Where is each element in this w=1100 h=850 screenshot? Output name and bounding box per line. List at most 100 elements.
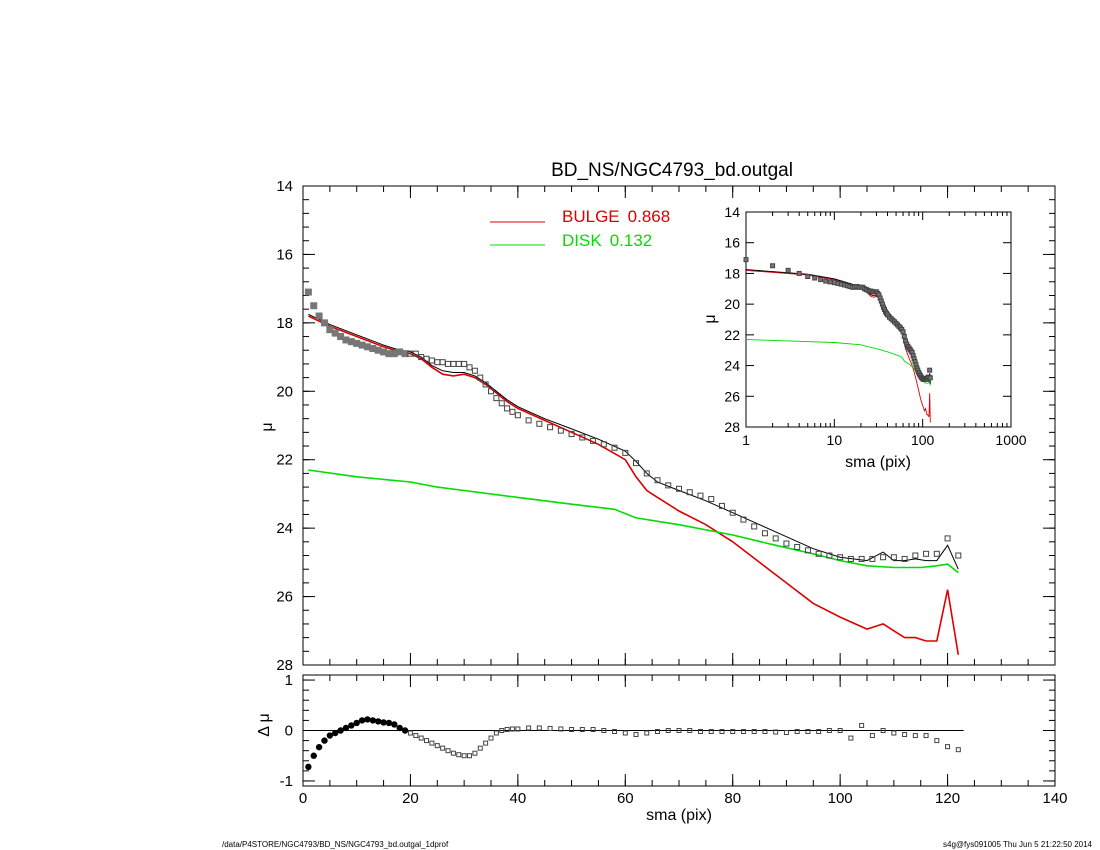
residual-point [440,745,446,751]
residual-point [633,732,639,738]
data-point [590,437,597,444]
residual-y-axis-label: Δ μ [256,713,273,736]
data-point [488,388,494,395]
data-point [761,530,768,537]
data-point [901,555,908,562]
main-series-group [304,288,962,655]
data-point [600,441,607,448]
data-point [320,319,328,327]
data-point [751,523,758,530]
residual-y-tick-label: -1 [280,773,293,790]
data-point [385,350,393,358]
residual-point [730,729,736,735]
inset-data-point [927,367,933,373]
residual-point [558,726,564,732]
series-line-disk [308,469,959,574]
data-point [358,341,366,349]
residual-x-tick-label: 120 [935,790,960,807]
residual-point [697,729,703,735]
legend-label-bulge: BULGE 0.868 [562,207,670,226]
inset-y-tick-label: 16 [724,235,740,251]
inset-data-point [818,277,824,283]
residual-point [353,719,360,727]
residual-point [418,735,424,741]
data-point [665,482,672,489]
inset-y-tick-label: 20 [724,296,740,312]
residual-point [391,721,398,728]
data-point [347,338,355,346]
data-point [611,444,618,451]
residual-point [358,717,366,724]
residual-point [665,728,671,733]
residual-point [369,717,377,724]
data-point [482,381,489,388]
data-point [869,555,876,562]
data-point [412,350,419,357]
data-point [477,374,484,381]
residual-point [837,728,843,733]
residual-y-tick-label: 1 [285,672,293,689]
main-y-tick-label: 18 [276,315,293,332]
residual-point [375,718,382,725]
residual-point [450,750,456,756]
residual-point [509,726,515,732]
data-point [331,329,339,337]
residual-point [488,735,494,741]
data-point [390,350,398,358]
residual-point [644,730,650,736]
residual-point [445,748,451,754]
residual-point [526,725,532,731]
series-line-total [308,313,959,570]
residual-x-tick-label: 20 [402,790,419,807]
residual-point [310,752,317,759]
residual-point [826,728,832,733]
residual-point [467,753,473,759]
residual-point [456,752,462,758]
data-point [380,348,388,356]
residual-point [504,726,510,732]
main-axis-ticks: 14 16 18 20 22 24 26 28 [276,178,1056,674]
inset-x-tick-label: 100 [911,432,935,448]
data-point [498,400,505,407]
residual-point [477,745,483,751]
residual-point [805,729,811,735]
data-point [445,360,452,367]
residual-point [955,747,961,753]
residual-point [396,724,403,732]
inset-data-point [901,333,907,339]
inset-x-axis-label: sma (pix) [845,454,911,471]
data-point [315,312,323,320]
residual-point [622,730,628,736]
data-point [923,550,930,557]
main-panel: 14 16 18 20 22 24 26 28 μ BULGE 0.868 DISK 0.132 [259,178,1056,674]
residual-point [655,729,661,735]
data-point [708,496,715,503]
residual-point [461,753,467,759]
inset-x-tick-label: 1 [742,432,750,448]
inset-plot-frame [745,211,1012,428]
data-point [466,364,473,371]
main-y-tick-label: 26 [276,589,293,606]
data-point [676,485,682,492]
data-point [740,516,747,523]
data-point [643,470,650,477]
residual-point [515,726,521,732]
residual-point [934,738,940,744]
residual-point [407,730,413,736]
data-point [933,550,940,557]
data-point [847,555,854,562]
residual-x-tick-label: 40 [510,790,527,807]
residual-point [413,733,419,739]
main-legend: BULGE 0.868 DISK 0.132 [490,207,670,250]
data-point [880,554,887,561]
residual-point [348,722,355,729]
residual-point [326,732,334,739]
inset-data-point [743,257,749,263]
data-point [509,408,516,415]
inset-data-point [805,274,811,279]
residual-point [751,729,757,735]
inset-y-tick-label: 24 [724,358,740,374]
data-point [557,427,564,434]
residual-point [429,740,435,746]
